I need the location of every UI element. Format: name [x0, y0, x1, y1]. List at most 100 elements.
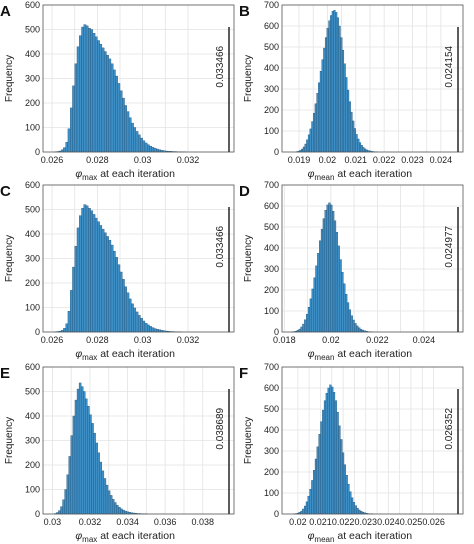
histogram-bar — [135, 131, 139, 153]
histogram-bar — [311, 121, 314, 153]
histogram-bar — [90, 210, 94, 333]
y-tick-label: 0 — [274, 509, 279, 519]
y-tick-label: 100 — [25, 123, 40, 133]
y-tick-label: 200 — [264, 467, 279, 477]
histogram-bar — [323, 47, 326, 153]
y-tick-label: 500 — [25, 387, 40, 397]
histogram-bar — [311, 480, 314, 515]
histogram-bar — [332, 211, 335, 333]
histogram-bar — [153, 148, 157, 153]
histogram-bar — [359, 329, 363, 333]
x-axis-label: φmean at each iteration — [308, 530, 413, 544]
y-axis-label: Frequency — [243, 235, 254, 282]
y-tick-label: 200 — [25, 278, 40, 288]
histogram-bar — [318, 434, 321, 515]
histogram-bar — [149, 145, 152, 153]
y-tick-label: 0 — [35, 147, 40, 157]
histogram-bar — [151, 147, 155, 153]
histogram-bar — [124, 510, 127, 515]
histogram-bar — [317, 253, 320, 333]
histogram-bar — [319, 70, 322, 153]
x-axis-label: φmax at each iteration — [75, 348, 175, 362]
y-tick-label: 600 — [264, 383, 279, 393]
histogram-bar — [90, 29, 94, 153]
x-tick-label: 0.03 — [134, 155, 152, 165]
histogram-bar — [304, 319, 307, 333]
histogram-bar — [113, 69, 116, 153]
histogram-bar — [352, 319, 355, 333]
histogram-bar — [338, 425, 341, 515]
y-tick-label: 100 — [264, 488, 279, 498]
histogram-bar — [78, 382, 82, 515]
x-tick-label: 0.038 — [191, 517, 214, 527]
histogram-bar — [336, 17, 339, 153]
histogram-bar — [309, 298, 312, 333]
histogram-bar — [336, 411, 339, 515]
x-tick-label: 0.034 — [116, 517, 139, 527]
y-tick-label: 400 — [25, 229, 40, 239]
histogram-bars — [54, 382, 148, 515]
histogram-bar — [135, 311, 139, 333]
axes-frame — [42, 366, 235, 515]
histogram-bar — [83, 24, 87, 153]
histogram-bar — [115, 75, 118, 153]
histogram-bar — [101, 47, 105, 153]
histogram-bar — [304, 143, 307, 153]
histogram-bar — [335, 232, 338, 333]
histogram-bar — [341, 49, 345, 153]
histogram-bar — [332, 392, 336, 515]
histogram-bar — [107, 490, 111, 515]
histogram-bar — [110, 63, 114, 153]
histogram-bar — [347, 89, 350, 153]
histogram-bar — [74, 246, 78, 333]
y-tick-label: 100 — [264, 306, 279, 316]
histogram-bar — [314, 103, 317, 153]
histogram-bar — [94, 217, 98, 333]
x-tick-label: 0.022 — [366, 335, 389, 345]
x-tick-label: 0.018 — [273, 335, 296, 345]
histogram-bar — [328, 202, 331, 333]
histogram-bar — [65, 142, 69, 153]
histogram-bar — [92, 214, 96, 333]
y-axis-label: Frequency — [4, 417, 15, 464]
histogram-bar — [74, 399, 78, 515]
x-tick-label: 0.019 — [288, 155, 311, 165]
x-axis-label: φmax at each iteration — [75, 168, 175, 182]
x-tick-label: 0.023 — [401, 155, 424, 165]
histogram-bar — [316, 446, 319, 515]
histogram-bars — [291, 202, 374, 333]
histogram-bar — [99, 44, 103, 153]
x-tick-label: 0.02 — [319, 155, 337, 165]
y-tick-label: 600 — [264, 201, 279, 211]
x-axis-label: φmean at each iteration — [308, 348, 413, 362]
histogram-bars — [296, 10, 379, 153]
histogram-bar — [95, 442, 98, 515]
histogram-bar — [119, 271, 123, 333]
histogram-bar — [341, 271, 344, 333]
histogram-bar — [351, 497, 354, 515]
x-tick-label: 0.03 — [134, 335, 152, 345]
histogram-bar — [64, 489, 67, 515]
histogram-bar — [153, 328, 157, 333]
x-axis-label: φmax at each iteration — [75, 530, 175, 544]
histogram-bar — [358, 509, 361, 515]
threshold-label: 0.038689 — [215, 407, 226, 449]
x-tick-label: 0.021 — [345, 155, 368, 165]
histogram-bar — [333, 10, 336, 153]
histogram-bar — [118, 506, 121, 515]
y-tick-label: 100 — [264, 126, 279, 136]
histogram-bar — [85, 25, 89, 153]
histogram-bar — [97, 452, 100, 515]
histogram-bar — [330, 15, 333, 153]
histogram-bar — [338, 25, 341, 153]
histogram-bar — [94, 36, 98, 153]
y-tick-label: 0 — [35, 509, 40, 519]
y-tick-label: 300 — [25, 254, 40, 264]
histogram-bar — [62, 499, 65, 515]
x-tick-label: 0.024 — [377, 517, 400, 527]
histogram-bar — [70, 435, 74, 515]
histogram-bar — [302, 323, 305, 333]
histogram-bar — [298, 328, 301, 333]
